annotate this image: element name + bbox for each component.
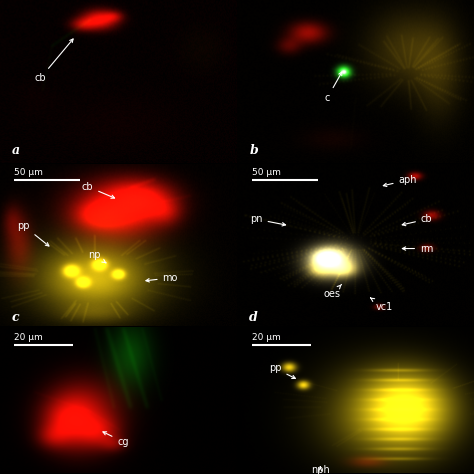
- Text: vc1: vc1: [371, 298, 393, 312]
- Text: cg: cg: [103, 432, 129, 447]
- Text: cb: cb: [82, 182, 115, 198]
- Text: a: a: [12, 144, 20, 156]
- Text: aph: aph: [383, 175, 417, 187]
- Text: nph: nph: [311, 465, 329, 474]
- Text: cb: cb: [402, 214, 432, 226]
- Text: pn: pn: [250, 214, 285, 226]
- Text: np: np: [88, 250, 106, 263]
- Text: 20 μm: 20 μm: [14, 333, 43, 342]
- Text: 50 μm: 50 μm: [252, 168, 281, 177]
- Text: c: c: [12, 310, 19, 324]
- Text: b: b: [249, 144, 258, 156]
- Text: pp: pp: [18, 221, 49, 246]
- Text: d: d: [249, 310, 258, 324]
- Text: c: c: [325, 72, 342, 103]
- Text: mo: mo: [146, 273, 178, 283]
- Text: pp: pp: [269, 364, 295, 378]
- Text: 50 μm: 50 μm: [14, 168, 43, 177]
- Text: cb: cb: [35, 39, 73, 83]
- Text: oes: oes: [324, 284, 342, 299]
- Text: 20 μm: 20 μm: [252, 333, 281, 342]
- Text: rm: rm: [402, 244, 433, 254]
